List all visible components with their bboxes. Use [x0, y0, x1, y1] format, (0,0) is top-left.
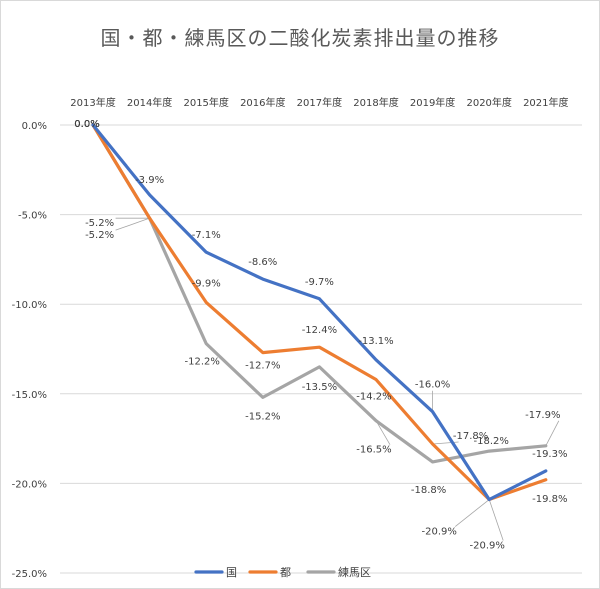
x-tick-label: 2014年度 — [127, 96, 172, 109]
x-tick-label: 2016年度 — [240, 96, 285, 109]
x-tick-label: 2017年度 — [297, 96, 342, 109]
data-label: -12.7% — [245, 361, 280, 372]
x-tick-label: 2015年度 — [183, 96, 228, 109]
x-tick-label: 2021年度 — [523, 96, 568, 109]
label-leader — [545, 420, 560, 446]
data-label: 0.0% — [74, 119, 99, 130]
chart-title: 国・都・練馬区の二酸化炭素排出量の推移 — [100, 26, 500, 50]
data-label: -12.4% — [302, 325, 337, 336]
data-label: -7.1% — [192, 230, 221, 241]
series-line-0 — [91, 123, 548, 502]
data-label: -5.2% — [85, 218, 114, 229]
data-label: -17.8% — [453, 431, 488, 442]
data-label: -13.1% — [358, 336, 393, 347]
data-label: 0.0% — [74, 119, 99, 130]
data-label: -20.9% — [422, 527, 457, 538]
data-label: -16.0% — [415, 380, 450, 391]
data-label: -9.7% — [305, 277, 334, 288]
y-tick-label: -15.0% — [12, 390, 47, 401]
legend-label: 練馬区 — [338, 565, 371, 579]
y-tick-label: 0.0% — [22, 121, 47, 132]
x-tick-label: 2013年度 — [70, 96, 115, 109]
data-labels: 0.0% -3.9% -7.1% -8.6% -9.7% -13.1% -16.0% -20.… — [74, 119, 567, 552]
data-label: -14.2% — [356, 391, 391, 402]
data-label: 0.0% — [74, 119, 99, 130]
data-label: -17.9% — [525, 410, 560, 421]
label-leader — [488, 499, 504, 541]
x-axis-ticks: 2013年度 2014年度 2015年度 2016年度 2017年度 2018年度 2019… — [70, 96, 568, 109]
data-label: -18.8% — [411, 485, 446, 496]
data-label: -8.6% — [248, 257, 277, 268]
legend: 国 都 練馬区 — [194, 565, 371, 579]
x-tick-label: 2019年度 — [410, 96, 455, 109]
y-tick-label: -10.0% — [12, 300, 47, 311]
series-lines — [91, 123, 548, 502]
legend-label: 国 — [226, 566, 237, 579]
y-tick-label: -5.0% — [18, 211, 47, 222]
label-leaders — [115, 217, 560, 541]
x-tick-label: 2020年度 — [466, 96, 511, 109]
x-tick-label: 2018年度 — [353, 96, 398, 109]
y-tick-label: -20.0% — [12, 479, 47, 490]
data-label: -19.8% — [532, 494, 567, 505]
series-line-1 — [91, 123, 548, 502]
label-leader — [432, 441, 459, 445]
label-leader — [375, 420, 391, 445]
data-label: -20.9% — [470, 541, 505, 552]
label-leader — [115, 217, 150, 231]
label-leader — [454, 499, 490, 527]
legend-label: 都 — [280, 566, 291, 579]
data-label: -12.2% — [185, 357, 220, 368]
y-axis-ticks: 0.0% -5.0% -10.0% -15.0% -20.0% -25.0% — [12, 121, 47, 580]
data-label: -13.5% — [302, 382, 337, 393]
data-label: -16.5% — [356, 445, 391, 456]
data-label: -19.3% — [532, 449, 567, 460]
data-label: -18.2% — [474, 436, 509, 447]
series-line-2 — [91, 123, 548, 464]
data-label: -15.2% — [245, 411, 280, 422]
data-label: -9.9% — [192, 278, 221, 289]
y-tick-label: -25.0% — [12, 569, 47, 580]
data-label: -3.9% — [135, 175, 164, 186]
data-label: -5.2% — [85, 230, 114, 241]
